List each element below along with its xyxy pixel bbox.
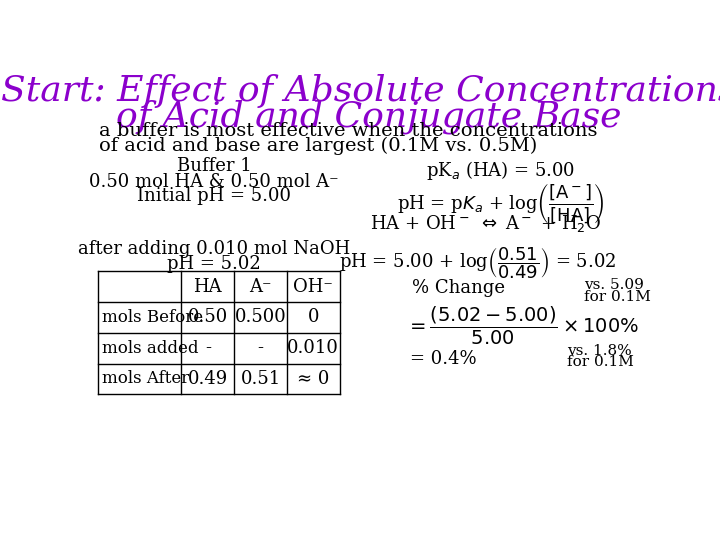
Text: for 0.1M: for 0.1M	[567, 355, 634, 369]
Text: pK$_a$ (HA) = 5.00: pK$_a$ (HA) = 5.00	[426, 159, 575, 182]
Text: ≈ 0: ≈ 0	[297, 370, 329, 388]
Text: of acid and base are largest (0.1M vs. 0.5M): of acid and base are largest (0.1M vs. 0…	[99, 137, 538, 154]
Text: 0: 0	[307, 308, 319, 326]
Text: 0.500: 0.500	[235, 308, 287, 326]
Text: pH = 5.02: pH = 5.02	[167, 255, 261, 273]
Text: mols added: mols added	[102, 340, 199, 356]
Text: 0.50: 0.50	[188, 308, 228, 326]
Text: A⁻: A⁻	[249, 278, 271, 295]
Text: vs. 5.09: vs. 5.09	[585, 278, 644, 292]
Text: for 0.1M: for 0.1M	[585, 289, 652, 303]
Text: of Acid and Conjugate Base: of Acid and Conjugate Base	[116, 99, 622, 134]
Text: mols Before: mols Before	[102, 309, 204, 326]
Text: Start: Effect of Absolute Concentrations: Start: Effect of Absolute Concentrations	[1, 74, 720, 108]
Text: Initial pH = 5.00: Initial pH = 5.00	[137, 187, 291, 205]
Text: HA: HA	[194, 278, 222, 295]
Text: HA + OH$^-$ $\Leftrightarrow$ A$^-$ + H$_2$O: HA + OH$^-$ $\Leftrightarrow$ A$^-$ + H$…	[369, 213, 600, 234]
Text: 0.49: 0.49	[188, 370, 228, 388]
Text: -: -	[204, 339, 211, 357]
Text: pH = 5.00 + log$\left(\dfrac{0.51}{0.49}\right)$ = 5.02: pH = 5.00 + log$\left(\dfrac{0.51}{0.49}…	[339, 246, 616, 281]
Text: % Change: % Change	[412, 279, 505, 297]
Text: after adding 0.010 mol NaOH: after adding 0.010 mol NaOH	[78, 240, 350, 258]
Text: vs. 1.8%: vs. 1.8%	[567, 343, 631, 357]
Text: mols After: mols After	[102, 370, 189, 388]
Text: 0.51: 0.51	[240, 370, 281, 388]
Text: OH⁻: OH⁻	[293, 278, 333, 295]
Text: 0.50 mol HA & 0.50 mol A⁻: 0.50 mol HA & 0.50 mol A⁻	[89, 173, 339, 191]
Text: -: -	[258, 339, 264, 357]
Text: Buffer 1: Buffer 1	[176, 157, 251, 175]
Text: a buffer is most effective when the concentrations: a buffer is most effective when the conc…	[99, 122, 598, 140]
Text: 0.010: 0.010	[287, 339, 339, 357]
Text: $= \dfrac{(5.02 - 5.00)}{5.00} \times 100\%$: $= \dfrac{(5.02 - 5.00)}{5.00} \times 10…	[406, 305, 639, 347]
Text: pH = p$K_a$ + log$\left(\dfrac{[\mathrm{A^-}]}{[\mathrm{HA}]}\right)$: pH = p$K_a$ + log$\left(\dfrac{[\mathrm{…	[397, 182, 604, 225]
Text: = 0.4%: = 0.4%	[410, 350, 477, 368]
